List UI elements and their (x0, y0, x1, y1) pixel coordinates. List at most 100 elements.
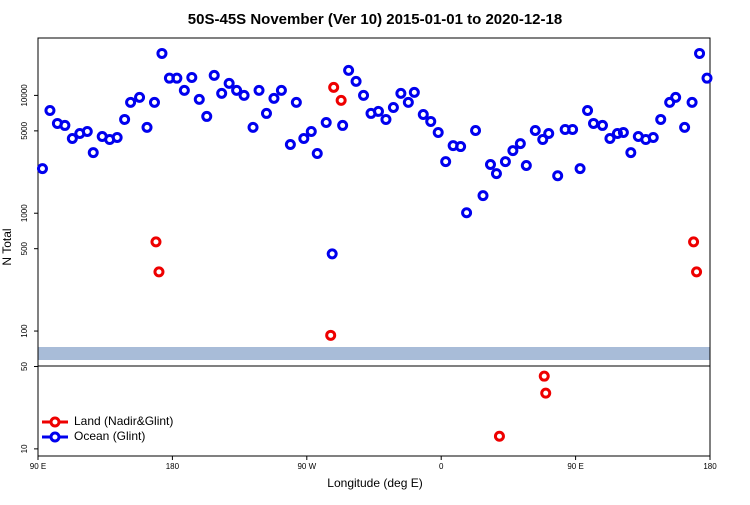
data-point (604, 132, 616, 144)
data-point (201, 110, 213, 122)
data-point (305, 125, 317, 137)
data-point (153, 266, 165, 278)
data-point (372, 105, 384, 117)
data-point (425, 115, 437, 127)
data-point (125, 96, 137, 108)
data-point (350, 75, 362, 87)
data-point (588, 117, 600, 129)
data-point (380, 113, 392, 125)
plot-frame (37, 37, 711, 457)
data-point (461, 207, 473, 219)
data-point (36, 163, 48, 175)
data-point (417, 108, 429, 120)
data-point (493, 430, 505, 442)
data-point (335, 94, 347, 106)
data-point (208, 69, 220, 81)
data-point (432, 127, 444, 139)
data-point (688, 236, 700, 248)
data-point (408, 86, 420, 98)
data-point (343, 64, 355, 76)
legend-label: Ocean (Glint) (74, 429, 145, 443)
coverage-band (38, 347, 710, 360)
x-tick-label: 90 W (297, 462, 316, 471)
data-point (520, 160, 532, 172)
x-axis-label: Longitude (deg E) (327, 476, 422, 490)
data-point (328, 81, 340, 93)
data-point (647, 132, 659, 144)
data-point (552, 170, 564, 182)
data-point (311, 148, 323, 160)
data-point (193, 93, 205, 105)
y-tick-label: 10 (20, 444, 29, 453)
data-point (691, 266, 703, 278)
data-point (611, 127, 623, 139)
data-point (499, 156, 511, 168)
y-tick-label: 100 (20, 324, 29, 338)
data-point (59, 119, 71, 131)
data-point (701, 72, 713, 84)
data-point (186, 71, 198, 83)
data-point (679, 121, 691, 133)
data-point (574, 163, 586, 175)
y-tick-label: 50 (20, 362, 29, 371)
chart-title: 50S-45S November (Ver 10) 2015-01-01 to … (188, 11, 562, 28)
y-tick-label: 5000 (20, 121, 29, 139)
data-point (655, 113, 667, 125)
x-tick-label: 90 E (30, 462, 46, 471)
data-point (156, 47, 168, 59)
data-point (326, 248, 338, 260)
data-point (141, 121, 153, 133)
data-point (66, 132, 78, 144)
data-point (538, 370, 550, 382)
legend-marker (49, 416, 61, 428)
data-point (44, 104, 56, 116)
data-point (490, 168, 502, 180)
x-tick-label: 0 (439, 462, 444, 471)
data-point (337, 119, 349, 131)
data-point (540, 387, 552, 399)
data-point (231, 84, 243, 96)
data-point (395, 87, 407, 99)
x-tick-label: 180 (703, 462, 717, 471)
data-point (477, 190, 489, 202)
data-point (507, 145, 519, 157)
data-point (543, 127, 555, 139)
data-point (284, 139, 296, 151)
data-point (260, 107, 272, 119)
data-point (402, 96, 414, 108)
data-point (253, 84, 265, 96)
data-point (387, 101, 399, 113)
data-point (87, 147, 99, 159)
data-point (670, 91, 682, 103)
data-point (134, 91, 146, 103)
data-point (268, 92, 280, 104)
data-point (694, 47, 706, 59)
x-tick-label: 180 (166, 462, 180, 471)
data-point (275, 84, 287, 96)
data-point (567, 123, 579, 135)
data-point (81, 125, 93, 137)
data-point (617, 127, 629, 139)
y-tick-label: 1000 (20, 204, 29, 222)
data-point (529, 124, 541, 136)
data-point (298, 132, 310, 144)
data-point (484, 159, 496, 171)
data-point (247, 121, 259, 133)
data-point (238, 89, 250, 101)
data-point (582, 104, 594, 116)
data-point (290, 96, 302, 108)
data-point (223, 77, 235, 89)
data-point (470, 124, 482, 136)
legend-label: Land (Nadir&Glint) (74, 414, 173, 428)
data-point (596, 119, 608, 131)
data-point (686, 96, 698, 108)
data-point (625, 147, 637, 159)
data-point (455, 141, 467, 153)
y-axis-label: N Total (0, 228, 14, 265)
y-tick-label: 500 (20, 241, 29, 255)
data-point (148, 96, 160, 108)
data-point (440, 156, 452, 168)
data-point (358, 89, 370, 101)
data-point (178, 84, 190, 96)
